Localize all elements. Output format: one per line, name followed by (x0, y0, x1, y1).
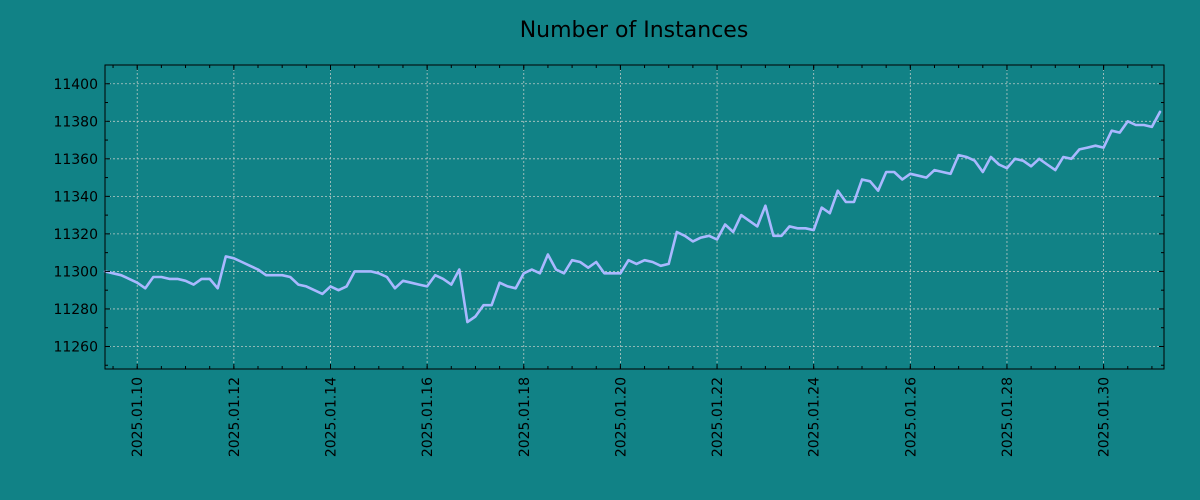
y-tick-label: 11280 (53, 302, 98, 318)
x-tick-label: 2025.01.10 (130, 377, 146, 457)
y-tick-label: 11320 (53, 227, 98, 243)
y-tick-label: 11300 (53, 264, 98, 280)
y-tick-label: 11400 (53, 77, 98, 93)
series-layer (103, 110, 1162, 324)
axes: 2025.01.10 2025.01.12 2025.01.14 2025.01.16… (53, 64, 1164, 457)
x-tick-label: 2025.01.16 (420, 377, 436, 457)
x-tick-label: 2025.01.12 (227, 377, 243, 457)
series-line (103, 110, 1162, 324)
y-tick-label: 11360 (53, 152, 98, 168)
x-tick-label: 2025.01.18 (517, 377, 533, 457)
chart-title: Number of Instances (520, 18, 749, 43)
x-tick-label: 2025.01.20 (613, 377, 629, 457)
x-tick-label: 2025.01.14 (323, 377, 339, 457)
grid (105, 65, 1164, 369)
y-tick-label: 11380 (53, 114, 98, 130)
y-tick-label: 11340 (53, 189, 98, 205)
plot-frame (104, 64, 1165, 370)
x-tick-label: 2025.01.26 (903, 377, 919, 457)
x-tick-label: 2025.01.22 (710, 377, 726, 457)
x-tick-label: 2025.01.30 (1097, 377, 1113, 457)
x-tick-label: 2025.01.28 (1000, 377, 1016, 457)
x-tick-label: 2025.01.24 (807, 377, 823, 457)
y-tick-label: 11260 (53, 339, 98, 355)
